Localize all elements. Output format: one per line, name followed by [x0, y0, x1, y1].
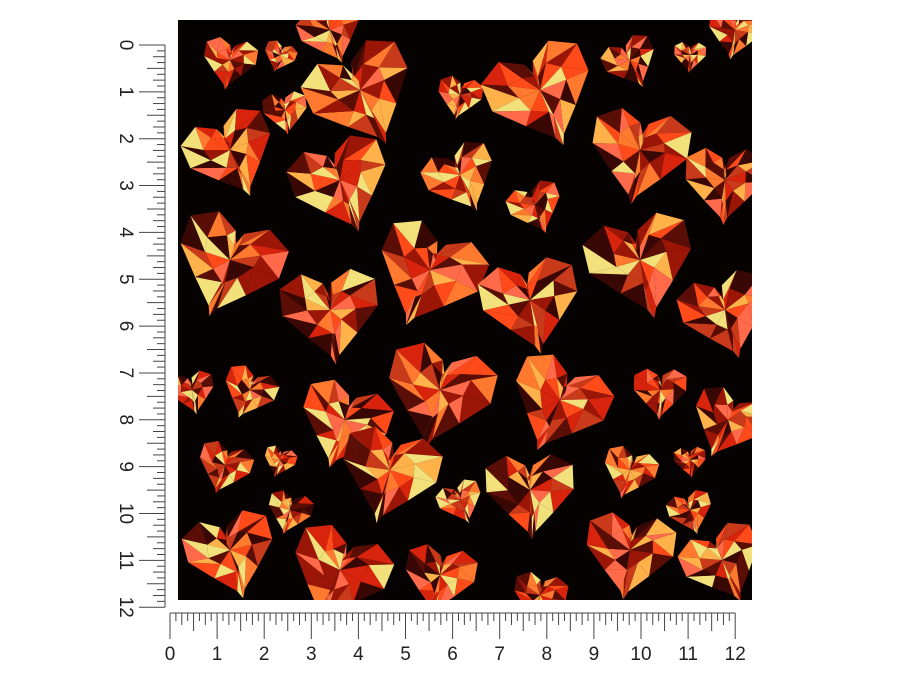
heart-facet	[537, 605, 550, 620]
ruler-label: 11	[115, 550, 136, 570]
ruler-label: 9	[115, 461, 136, 472]
heart-facet	[725, 7, 735, 19]
ruler-label: 8	[115, 415, 136, 426]
ruler-label: 6	[447, 644, 458, 665]
heart-facet	[745, 295, 767, 304]
ruler-label: 1	[115, 87, 136, 98]
ruler-label: 2	[115, 133, 136, 144]
heart-facet	[746, 32, 761, 46]
heart-facet	[322, 15, 327, 21]
ruler-label: 5	[400, 644, 411, 665]
heart-facet	[329, 2, 337, 23]
ruler-label: 1	[212, 644, 223, 665]
ruler-label: 0	[115, 40, 136, 51]
ruler-label: 3	[115, 180, 136, 191]
heart-facet	[524, 601, 536, 607]
ruler-label: 4	[115, 227, 136, 238]
ruler-label: 7	[494, 644, 505, 665]
ruler-label: 3	[306, 644, 317, 665]
heart-facet	[317, 15, 324, 22]
heart-facet	[551, 599, 566, 611]
heart-facet	[545, 599, 552, 611]
ruler-label: 10	[630, 644, 651, 665]
ruler-label: 9	[589, 644, 600, 665]
heart-facet	[723, 7, 730, 19]
heart-facet	[332, 2, 353, 15]
ruler-label: 0	[165, 644, 176, 665]
heart-facet	[746, 171, 765, 182]
heart-facet	[327, 2, 337, 23]
ruler-label: 12	[115, 597, 136, 618]
heart-facet	[744, 11, 763, 20]
ruler-label: 10	[115, 503, 136, 524]
ruler-label: 12	[725, 644, 746, 665]
ruler-label: 8	[542, 644, 553, 665]
heart-facet	[340, 4, 358, 20]
ruler-label: 6	[115, 321, 136, 332]
heart-facet	[327, 13, 329, 24]
heart-facet	[711, 7, 725, 19]
ruler-label: 11	[678, 644, 698, 665]
heart-facet	[332, 4, 353, 18]
heart-facet	[709, 12, 721, 28]
ruler-label: 7	[115, 368, 136, 379]
ruler-label: 2	[259, 644, 270, 665]
ruler-label: 5	[115, 274, 136, 285]
heart-facet	[296, 12, 313, 26]
ruler-label: 4	[353, 644, 364, 665]
